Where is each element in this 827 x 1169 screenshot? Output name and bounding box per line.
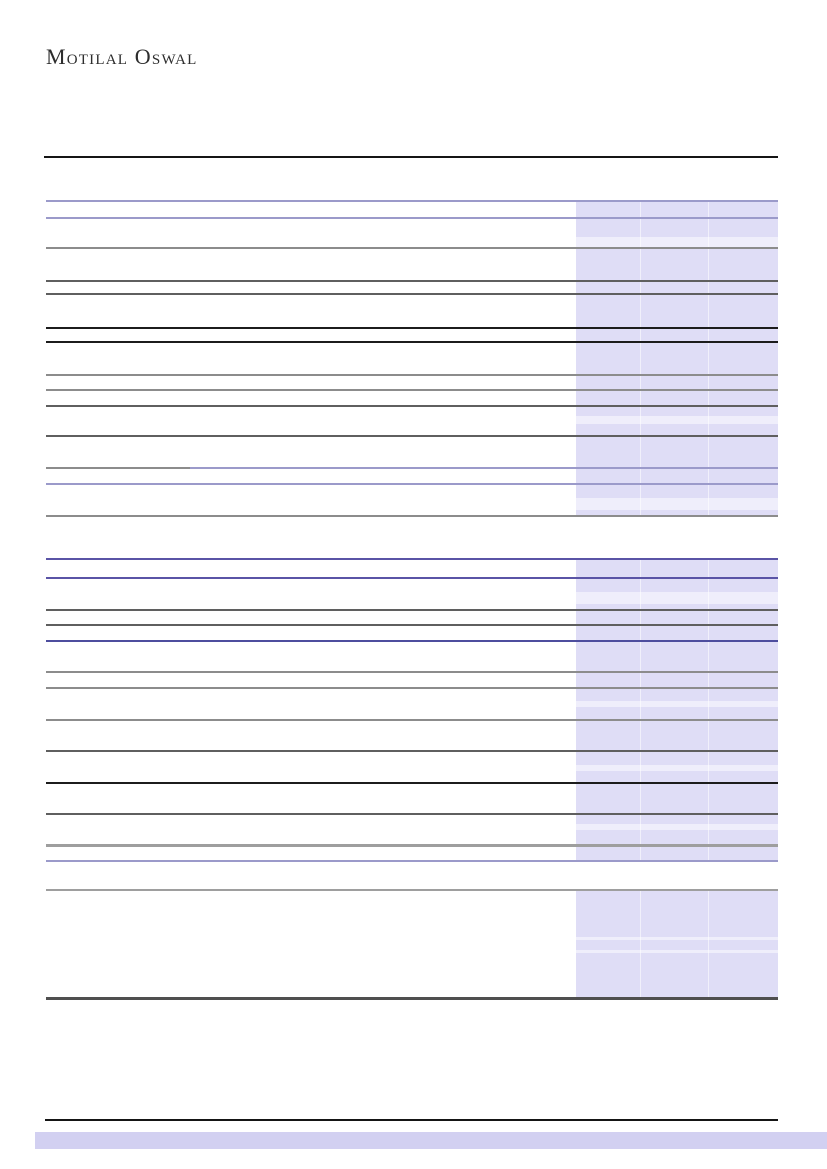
- table-1-row-separator: [46, 200, 778, 202]
- table-2-light-row-strip: [576, 824, 778, 830]
- table-2-row-separator: [46, 624, 778, 626]
- table-1-values-column-background: [576, 200, 778, 517]
- table-1-light-row-strip: [576, 498, 778, 510]
- table-1-row-separator: [46, 293, 778, 295]
- table-2-row-separator: [46, 750, 778, 752]
- table-2-values-column-background: [576, 558, 778, 861]
- table-1-row-separator-right: [190, 467, 778, 469]
- table-2-column-separator: [640, 558, 641, 861]
- table-1-row-separator: [46, 515, 778, 517]
- table-2-row-separator: [46, 671, 778, 673]
- table-2-light-row-strip: [576, 592, 778, 604]
- bottom-horizontal-rule: [45, 1119, 778, 1121]
- table-1-row-separator: [46, 483, 778, 485]
- table-2-column-separator: [708, 558, 709, 861]
- table-1-light-row-strip: [576, 416, 778, 424]
- table-3-column-separator: [640, 889, 641, 998]
- table-1-row-separator: [46, 405, 778, 407]
- table-1-row-separator: [46, 247, 778, 249]
- table-1-column-separator: [708, 200, 709, 517]
- table-1-row-separator: [46, 217, 778, 219]
- table-3-row-separator: [46, 889, 778, 891]
- table-1-column-separator: [640, 200, 641, 517]
- table-1-row-separator: [46, 435, 778, 437]
- motilal-oswal-logo: Motilal Oswal: [46, 44, 198, 69]
- table-2-row-separator: [46, 844, 778, 847]
- table-2-row-separator: [46, 558, 778, 560]
- table-2-row-separator: [46, 782, 778, 784]
- table-1-row-separator: [46, 280, 778, 282]
- table-2-light-row-strip: [576, 765, 778, 771]
- table-3-row-separator: [46, 997, 778, 1000]
- footer-highlight-bar: [35, 1132, 827, 1149]
- table-1-light-row-strip: [576, 237, 778, 247]
- table-2-row-separator: [46, 640, 778, 642]
- table-2-row-separator: [46, 609, 778, 611]
- table-1-row-separator: [46, 327, 778, 329]
- table-2-row-separator: [46, 577, 778, 579]
- table-3-column-separator: [708, 889, 709, 998]
- table-1-row-separator: [46, 374, 778, 376]
- table-1-row-separator-left: [46, 467, 190, 469]
- table-3-light-row-strip: [576, 937, 778, 940]
- table-3-light-row-strip: [576, 950, 778, 953]
- top-horizontal-rule: [44, 156, 778, 158]
- table-3-values-column-background: [576, 889, 778, 998]
- table-1-row-separator: [46, 389, 778, 391]
- table-2-row-separator: [46, 860, 778, 862]
- table-2-row-separator: [46, 813, 778, 815]
- table-1-row-separator: [46, 341, 778, 343]
- table-2-light-row-strip: [576, 701, 778, 707]
- table-2-row-separator: [46, 719, 778, 721]
- table-2-row-separator: [46, 687, 778, 689]
